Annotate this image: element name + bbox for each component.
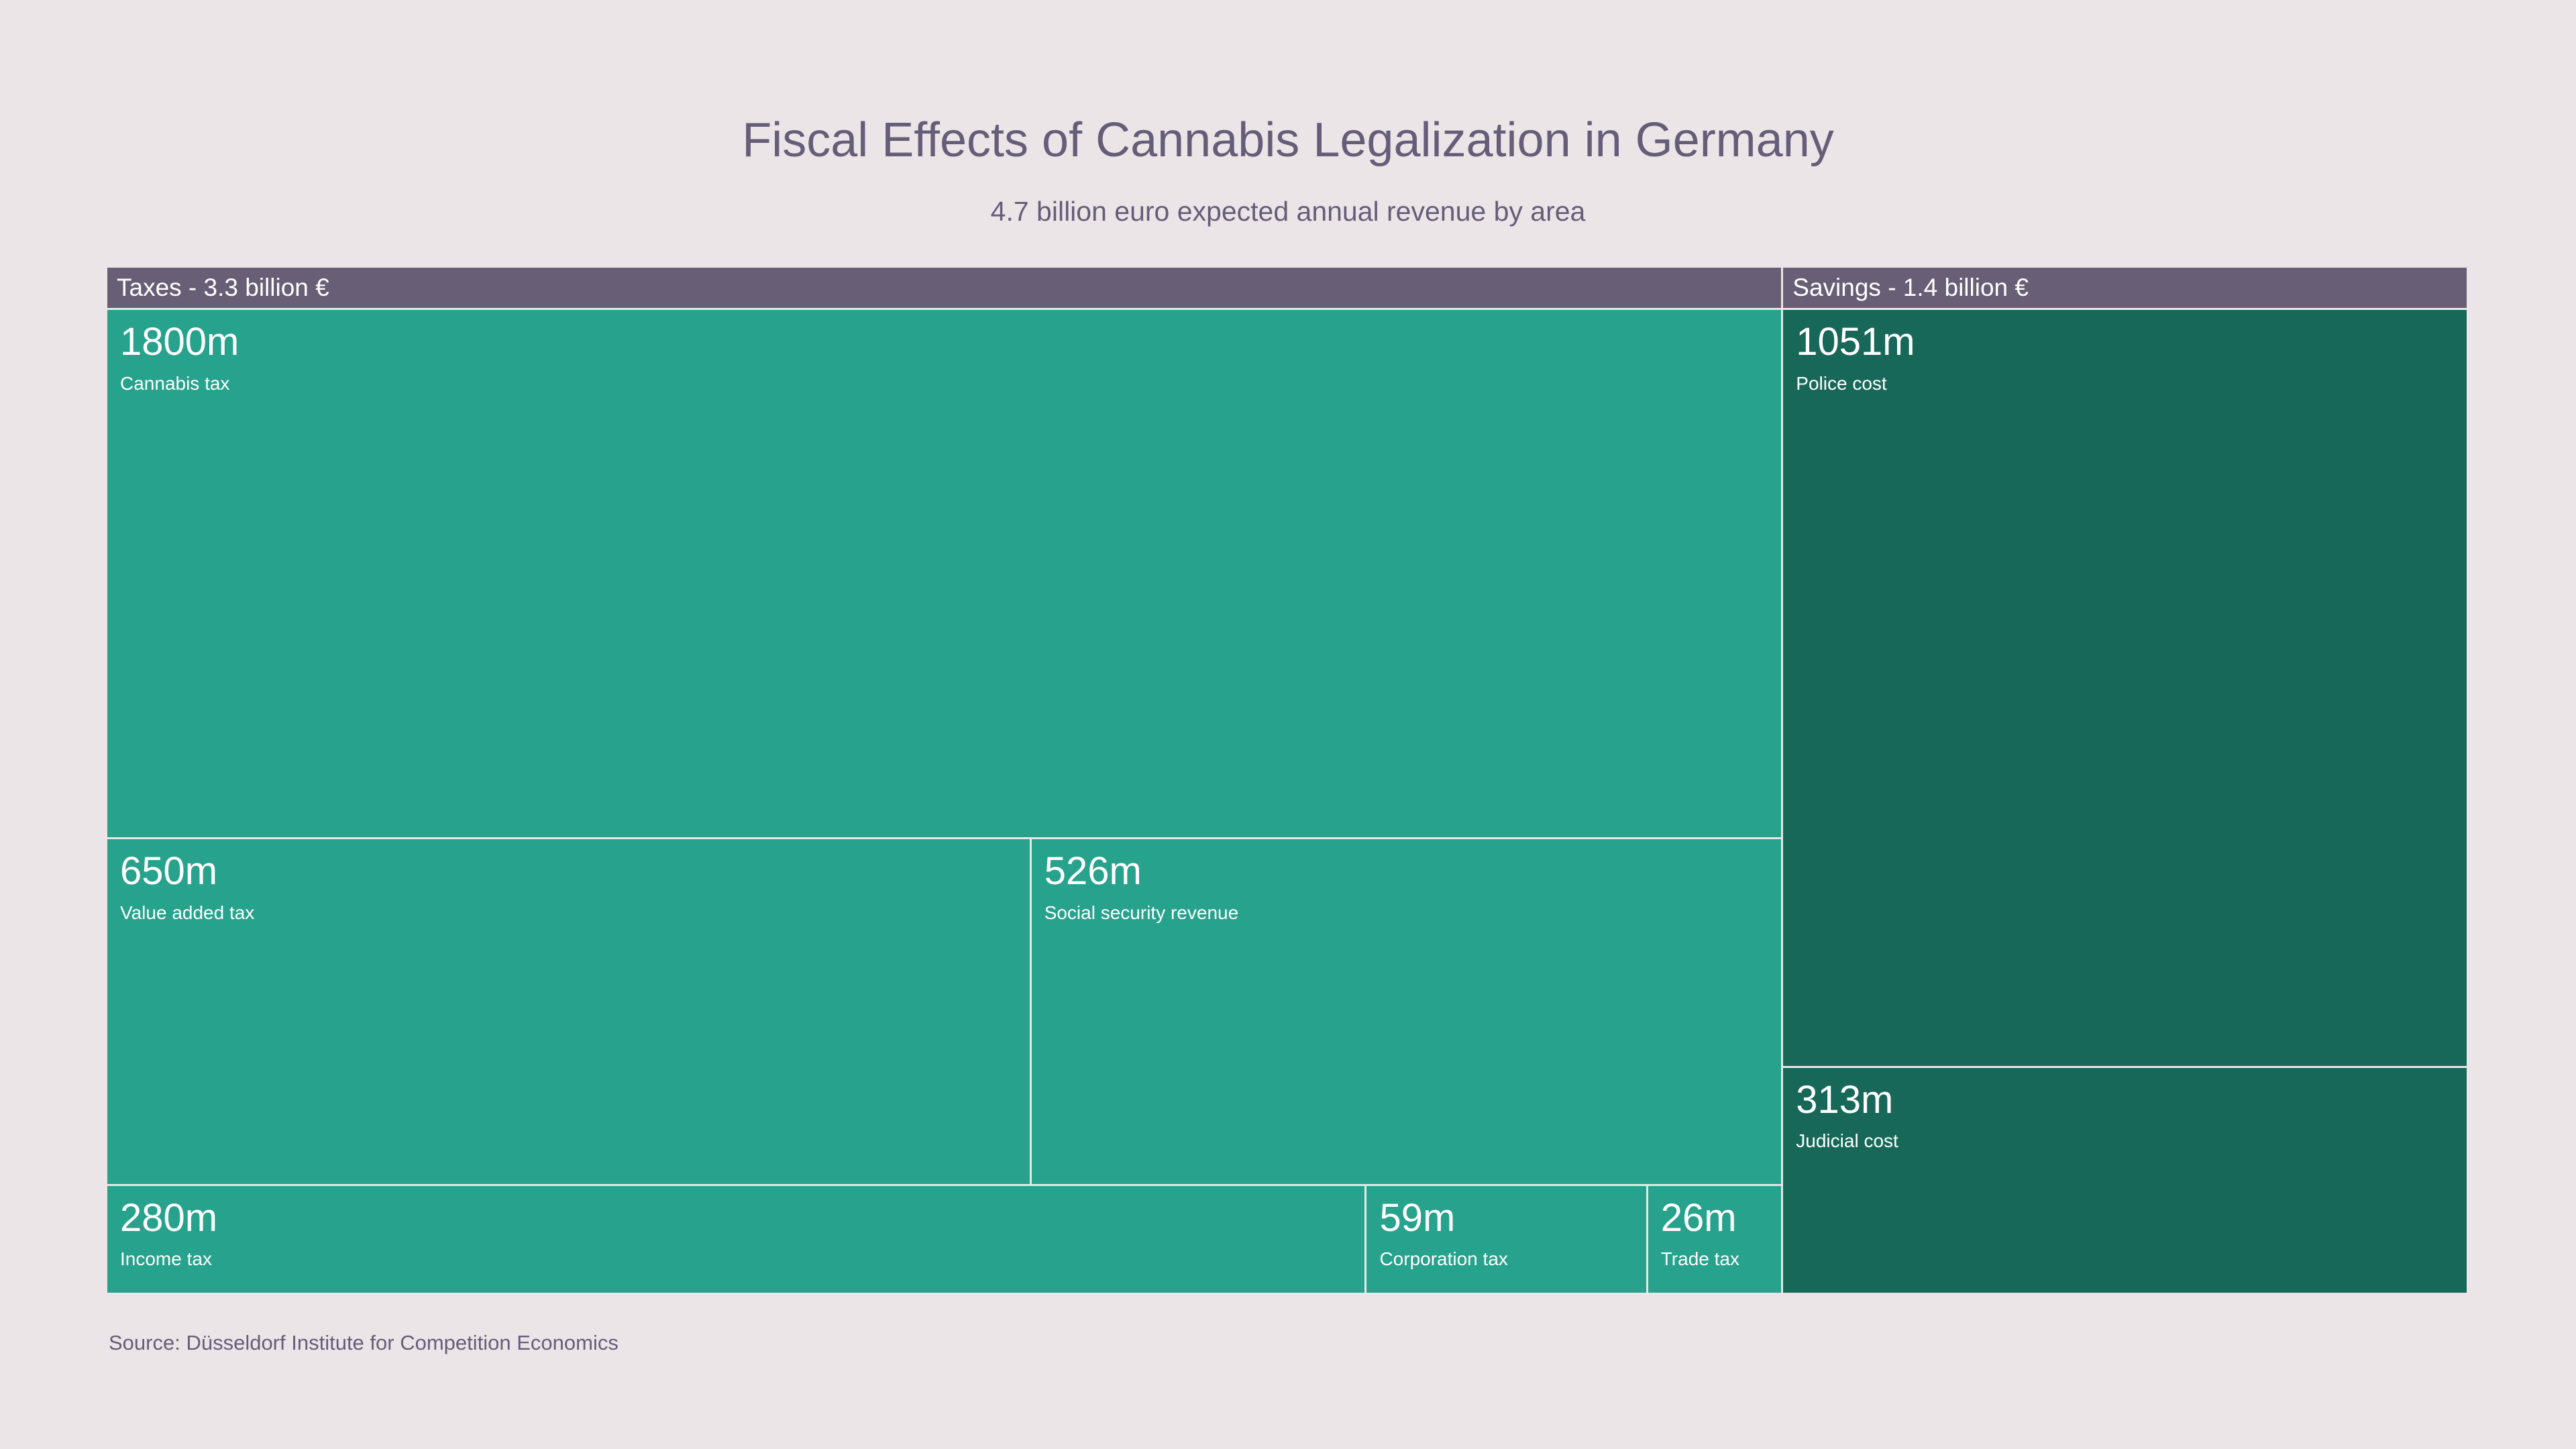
treemap-group-header-taxes[interactable]: Taxes - 3.3 billion € xyxy=(107,268,1782,308)
cell-value: 59m xyxy=(1379,1195,1456,1240)
cell-value: 526m xyxy=(1044,849,1142,894)
treemap-row: 280m Income tax 59m Corporation tax 26m Trade… xyxy=(107,1185,1782,1293)
cell-label: Corporation tax xyxy=(1379,1248,1508,1270)
treemap-cell-trade-tax[interactable]: 26m Trade tax xyxy=(1648,1185,1782,1293)
cell-label: Value added tax xyxy=(120,902,255,923)
cell-label: Judicial cost xyxy=(1796,1130,1898,1152)
treemap-rows-taxes: 1800m Cannabis tax 650m Value added tax 526m… xyxy=(107,310,1782,1293)
treemap-group-savings: Savings - 1.4 billion € 1051m Police cost 3… xyxy=(1783,268,2467,1293)
treemap-group-taxes: Taxes - 3.3 billion € 1800m Cannabis tax 65… xyxy=(107,268,1782,1293)
cell-label: Trade tax xyxy=(1660,1248,1739,1270)
treemap-group-header-savings[interactable]: Savings - 1.4 billion € xyxy=(1783,268,2467,308)
treemap: Taxes - 3.3 billion € 1800m Cannabis tax 65… xyxy=(107,268,2467,1293)
treemap-rows-savings: 1051m Police cost 313m Judicial cost xyxy=(1783,310,2467,1293)
treemap-row: 1800m Cannabis tax xyxy=(107,310,1782,838)
treemap-cell-judicial-cost[interactable]: 313m Judicial cost xyxy=(1783,1067,2467,1293)
treemap-cell-social-security-revenue[interactable]: 526m Social security revenue xyxy=(1031,839,1782,1184)
cell-value: 650m xyxy=(120,849,218,894)
treemap-cell-police-cost[interactable]: 1051m Police cost xyxy=(1783,310,2467,1066)
cell-value: 313m xyxy=(1796,1077,1894,1122)
cell-value: 26m xyxy=(1660,1195,1737,1240)
chart-title: Fiscal Effects of Cannabis Legalization … xyxy=(742,113,1834,167)
treemap-cell-corporation-tax[interactable]: 59m Corporation tax xyxy=(1366,1185,1646,1293)
chart-subtitle: 4.7 billion euro expected annual revenue… xyxy=(990,196,1586,227)
cell-label: Income tax xyxy=(120,1248,212,1270)
cell-value: 280m xyxy=(120,1195,218,1240)
treemap-row: 650m Value added tax 526m Social security r… xyxy=(107,839,1782,1184)
cell-value: 1800m xyxy=(120,320,239,364)
cell-label: Social security revenue xyxy=(1044,902,1239,923)
cell-label: Cannabis tax xyxy=(120,372,230,394)
treemap-row: 1051m Police cost xyxy=(1783,310,2467,1066)
treemap-row: 313m Judicial cost xyxy=(1783,1067,2467,1293)
cell-value: 1051m xyxy=(1796,320,1915,364)
treemap-cell-income-tax[interactable]: 280m Income tax xyxy=(107,1185,1365,1293)
treemap-cell-cannabis-tax[interactable]: 1800m Cannabis tax xyxy=(107,310,1782,838)
treemap-cell-value-added-tax[interactable]: 650m Value added tax xyxy=(107,839,1030,1184)
cell-label: Police cost xyxy=(1796,372,1887,394)
source-note: Source: Düsseldorf Institute for Competi… xyxy=(109,1331,619,1354)
